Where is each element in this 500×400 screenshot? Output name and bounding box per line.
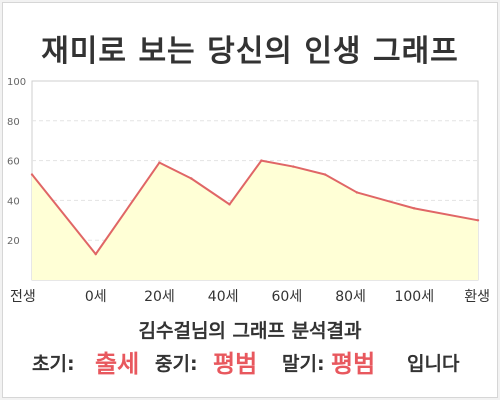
data-point-3 [190, 177, 193, 180]
mid-label: 중기: [155, 353, 198, 375]
data-point-9 [413, 207, 416, 210]
y-tick-label-40: 40 [7, 196, 20, 207]
area-layer [32, 160, 478, 280]
x-tick-label-7: 환생 [464, 289, 490, 305]
page-title: 재미로 보는 당신의 인생 그래프 [41, 34, 459, 69]
line-layer [30, 159, 480, 256]
data-point-8 [355, 191, 359, 194]
x-tick-label-5: 80세 [335, 289, 366, 305]
data-point-4 [228, 203, 231, 206]
x-tick-label-1: 0세 [85, 289, 107, 305]
x-tick-label-2: 20세 [144, 289, 175, 305]
x-tick-label-3: 40세 [208, 289, 239, 305]
y-tick-label-20: 20 [7, 236, 20, 247]
data-point-1 [94, 252, 97, 256]
data-point-0 [30, 173, 34, 176]
late-value: 평범 [331, 350, 376, 378]
early-value: 출세 [95, 350, 140, 378]
area-fill [32, 160, 478, 280]
early-label: 초기: [32, 353, 75, 375]
ending-text: 입니다 [407, 353, 460, 375]
data-point-10 [476, 219, 480, 222]
analysis-result-row: 초기: 출세 중기: 평범 말기: 평범 입니다 [0, 348, 500, 382]
y-axis-ticks: 20 40 60 80 100 [7, 77, 26, 247]
analysis-subtitle: 김수걸님의 그래프 분석결과 [138, 320, 362, 342]
x-tick-label-6: 100세 [394, 289, 434, 305]
data-point-6 [292, 165, 295, 168]
x-tick-label-4: 60세 [272, 289, 303, 305]
y-tick-label-60: 60 [7, 157, 20, 168]
data-point-5 [260, 159, 263, 162]
y-tick-label-100: 100 [7, 77, 26, 88]
y-tick-label-80: 80 [7, 117, 20, 128]
late-label: 말기: [282, 353, 325, 375]
data-point-7 [323, 173, 327, 176]
data-point-2 [158, 161, 161, 164]
x-tick-label-0: 전생 [10, 289, 36, 305]
mid-value: 평범 [213, 350, 258, 378]
x-axis-ticks: 전생 0세 20세 40세 60세 80세 100세 환생 [10, 289, 490, 305]
